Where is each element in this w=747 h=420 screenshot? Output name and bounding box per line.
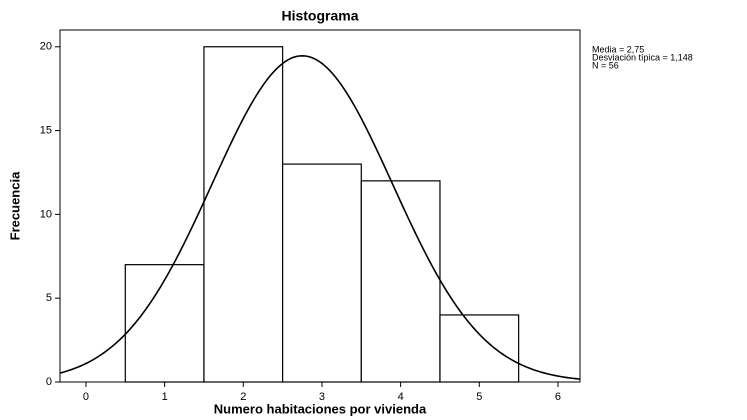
annotation: N = 56 bbox=[592, 60, 619, 70]
y-axis-label: Frecuencia bbox=[7, 171, 22, 240]
bar bbox=[439, 314, 520, 383]
bar bbox=[282, 163, 362, 383]
x-tick-label: 2 bbox=[240, 391, 246, 403]
x-tick-label: 5 bbox=[476, 391, 482, 403]
x-tick-label: 6 bbox=[555, 391, 561, 403]
bar bbox=[360, 180, 441, 383]
y-tick-label: 5 bbox=[46, 292, 52, 304]
y-tick-label: 10 bbox=[40, 208, 52, 220]
y-tick-label: 0 bbox=[46, 376, 52, 388]
x-axis-label: Numero habitaciones por vivienda bbox=[214, 401, 427, 416]
annotation: Media = 2,75 bbox=[592, 44, 644, 54]
bar bbox=[124, 264, 205, 383]
x-tick-label: 0 bbox=[83, 391, 89, 403]
y-tick-label: 20 bbox=[40, 41, 52, 53]
plot-frame bbox=[59, 29, 581, 383]
y-tick-label: 15 bbox=[40, 124, 52, 136]
normal-curve bbox=[59, 55, 581, 380]
bar bbox=[203, 46, 284, 383]
chart-title: Histograma bbox=[281, 8, 358, 24]
annotation: Desviación típica = 1,148 bbox=[592, 52, 693, 62]
x-tick-label: 1 bbox=[162, 391, 168, 403]
x-tick-label: 4 bbox=[398, 391, 404, 403]
x-tick-label: 3 bbox=[319, 391, 325, 403]
